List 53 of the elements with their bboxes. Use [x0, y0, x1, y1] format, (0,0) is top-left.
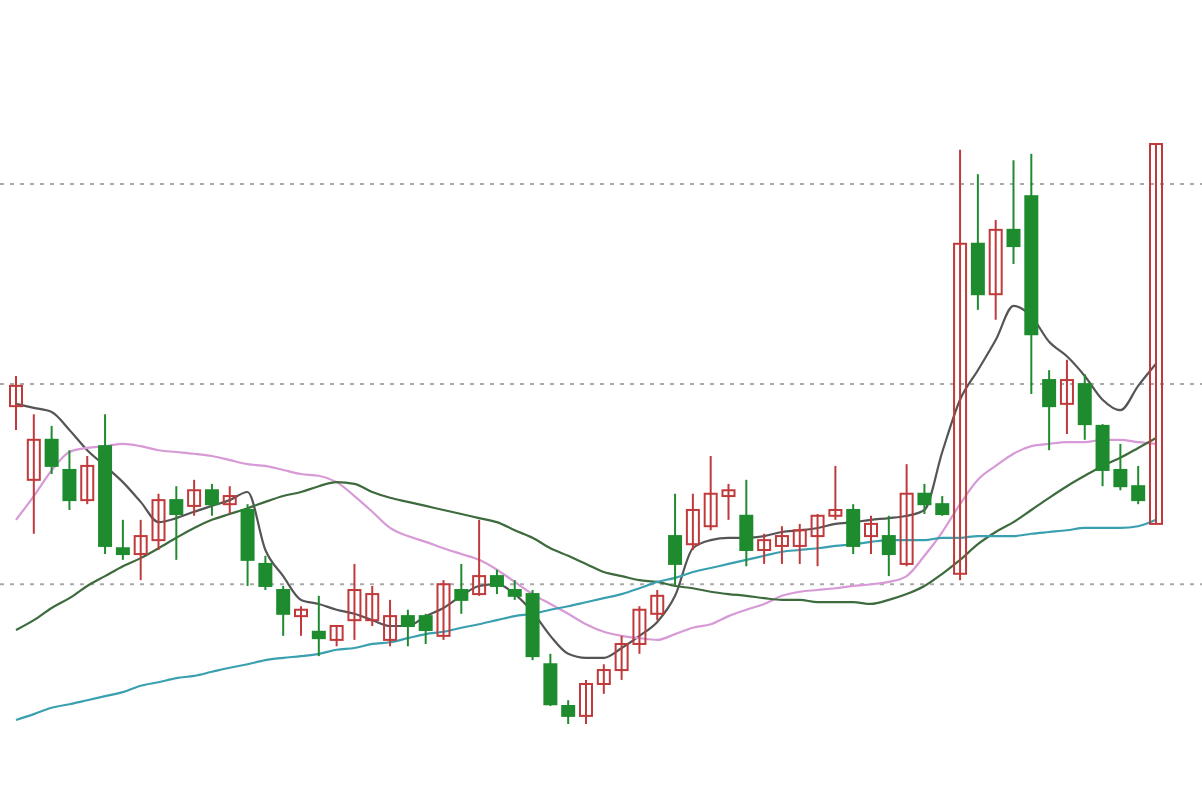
candlestick [472, 518, 487, 597]
candlestick [899, 463, 914, 568]
candlestick [1042, 369, 1057, 452]
candlestick [26, 413, 41, 535]
candlestick [44, 424, 59, 476]
candlestick [436, 579, 451, 641]
candlestick [454, 562, 469, 615]
candlestick [383, 598, 398, 648]
candlestick [489, 568, 504, 596]
candlestick [9, 375, 23, 431]
candlestick [418, 612, 433, 645]
candlestick [311, 594, 326, 658]
candlestick [365, 584, 380, 627]
candlestick [507, 579, 522, 601]
candlestick [400, 608, 415, 648]
candlestick [204, 482, 219, 517]
candlestick [561, 699, 576, 725]
candlestick [579, 678, 593, 725]
candlestick [294, 605, 308, 637]
candlestick [596, 663, 611, 695]
candlestick [757, 532, 772, 565]
candlestick [115, 518, 130, 561]
candlestick [187, 478, 202, 517]
candlestick [222, 485, 237, 516]
candlestick [864, 514, 878, 556]
candlestick [739, 478, 754, 568]
candlestick [685, 492, 700, 551]
candlestick [329, 624, 344, 648]
candlestick [846, 503, 861, 556]
candlestick [543, 652, 558, 708]
candlestick [774, 525, 789, 565]
candlestick [792, 522, 807, 565]
candlestick [276, 584, 291, 637]
candlestick [62, 449, 77, 511]
candlestick [1149, 143, 1163, 525]
candlestick [935, 495, 950, 517]
candlestick [668, 492, 683, 587]
candlestick [721, 482, 736, 521]
candlestick [347, 562, 362, 641]
candlestick [703, 455, 718, 532]
candlestick [917, 482, 932, 516]
candlestick [258, 554, 273, 592]
candlestick [881, 514, 896, 578]
candlestick [650, 589, 665, 622]
candlestick [1131, 464, 1146, 506]
candlestick [1059, 358, 1074, 435]
candlestick [988, 218, 1003, 321]
candlestick [953, 148, 968, 582]
candlestick [151, 492, 166, 551]
candlestick [133, 518, 148, 582]
candlestick [1077, 373, 1092, 441]
candlestick [80, 455, 95, 506]
candlestick [169, 485, 184, 561]
